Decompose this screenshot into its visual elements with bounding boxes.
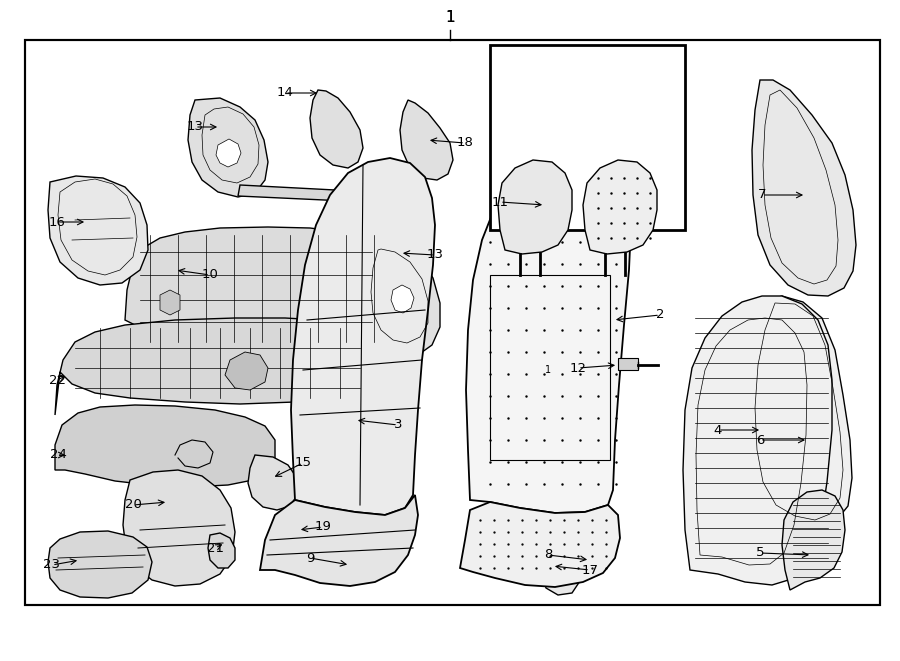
Polygon shape [188, 98, 268, 197]
Polygon shape [745, 296, 852, 528]
Text: 12: 12 [570, 362, 587, 375]
Polygon shape [400, 100, 453, 180]
Text: 20: 20 [124, 498, 141, 512]
Polygon shape [291, 158, 435, 515]
Text: 14: 14 [276, 87, 293, 100]
Polygon shape [391, 285, 414, 313]
Text: 7: 7 [758, 188, 766, 202]
Polygon shape [498, 160, 572, 254]
Polygon shape [48, 176, 148, 285]
Polygon shape [48, 531, 152, 598]
Bar [25, 40, 880, 605]
Polygon shape [55, 318, 370, 415]
Text: 18: 18 [456, 137, 473, 149]
Text: 4: 4 [714, 424, 722, 436]
Text: 5: 5 [756, 547, 764, 559]
Text: 1: 1 [446, 11, 454, 26]
Polygon shape [460, 502, 620, 587]
Text: 15: 15 [294, 457, 311, 469]
Bar [490, 45, 685, 230]
Text: 3: 3 [394, 418, 402, 432]
Polygon shape [125, 227, 377, 347]
Polygon shape [583, 160, 657, 254]
Polygon shape [208, 533, 235, 568]
Text: 21: 21 [206, 541, 223, 555]
Text: 1: 1 [544, 365, 551, 375]
Polygon shape [248, 455, 298, 510]
Polygon shape [160, 290, 180, 315]
Polygon shape [310, 90, 363, 168]
Polygon shape [238, 185, 432, 205]
Polygon shape [216, 139, 241, 167]
Text: 19: 19 [315, 520, 331, 533]
Text: 13: 13 [427, 249, 444, 262]
Polygon shape [782, 490, 845, 590]
Text: 23: 23 [43, 559, 60, 572]
Polygon shape [542, 547, 580, 595]
Bar [25, 40, 880, 605]
Text: 6: 6 [756, 434, 764, 446]
Text: 24: 24 [50, 449, 67, 461]
Bar [618, 358, 638, 370]
Polygon shape [278, 515, 307, 562]
Text: 16: 16 [49, 215, 66, 229]
Text: 9: 9 [306, 551, 314, 564]
Polygon shape [752, 80, 856, 296]
Polygon shape [362, 235, 440, 355]
Polygon shape [260, 495, 418, 586]
Text: 17: 17 [581, 563, 598, 576]
Text: 13: 13 [186, 120, 203, 134]
Polygon shape [123, 470, 235, 586]
Text: 10: 10 [202, 268, 219, 282]
Text: 22: 22 [49, 373, 66, 387]
Polygon shape [55, 405, 275, 487]
Bar [490, 275, 610, 460]
Text: 11: 11 [491, 196, 508, 208]
Text: 2: 2 [656, 309, 664, 321]
Polygon shape [466, 158, 631, 513]
Text: 1: 1 [446, 11, 454, 26]
Text: 8: 8 [544, 549, 553, 561]
Polygon shape [225, 352, 268, 390]
Polygon shape [683, 296, 832, 585]
